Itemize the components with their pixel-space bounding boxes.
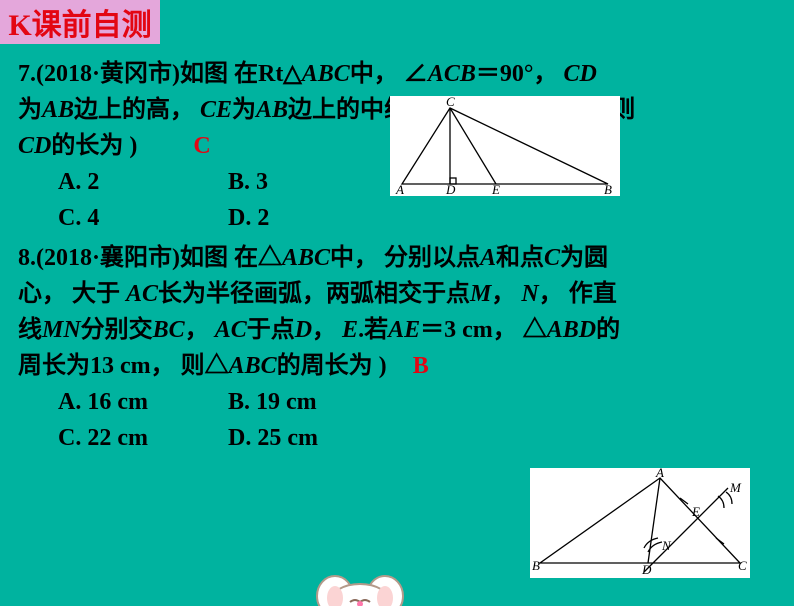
q7-t4: AB [42,97,74,123]
q8-c3: ， [312,317,342,343]
fig2-E: E [691,504,700,519]
fig2-D: D [641,562,652,577]
q8-l3a: 线 [18,317,42,343]
q8-t10: D [295,317,312,343]
q8-t12: AE [388,317,420,343]
q7-eq1: ＝90°， [476,61,564,87]
q7-t3: CD [563,61,596,87]
fig2-B: B [532,558,540,573]
q8-mid1: 中， 分别以点 [330,245,480,271]
q8-t3: C [544,245,560,271]
q8-l2a: 心， 大于 [18,281,126,307]
q8-t5: M [470,281,491,307]
q8-line2: 心， 大于 AC长为半径画弧，两弧相交于点M， N， 作直 [18,276,776,312]
q7-prefix: 7.(2018·黄冈市)如图 在Rt△ [18,61,302,87]
q7-t9: CD [18,133,51,159]
q8-line4: 周长为13 cm， 则△ABC的周长为 ) B [18,348,776,384]
q8-t7: MN [42,317,81,343]
q7-l2c: 为 [232,97,256,123]
q8-t6: N [521,281,538,307]
q7-optB: B. 3 [228,164,398,200]
q8-l2c: ， 作直 [539,281,617,307]
q8-l2b: 长为半径画弧，两弧相交于点 [158,281,470,307]
q7-figure: A C D E B [390,96,620,196]
q8-t9: AC [215,317,247,343]
q8-mid2: 和点 [496,245,544,271]
q8-t2: A [480,245,496,271]
q7-answer: C [193,133,210,159]
q8-opts-row2: C. 22 cm D. 25 cm [58,420,776,456]
q8-eq1: ＝3 cm， △ [420,317,547,343]
q8-l3b: 分别交 [81,317,153,343]
q7-t2: ACB [428,61,476,87]
fig1-C: C [446,96,455,109]
q8-line1: 8.(2018·襄阳市)如图 在△ABC中， 分别以点A和点C为圆 [18,240,776,276]
fig2-M: M [729,480,742,495]
q8-opts-row1: A. 16 cm B. 19 cm [58,384,776,420]
bunny-decoration [300,546,420,606]
q8-t14: ABC [229,353,277,379]
q7-t1: ABC [302,61,350,87]
q8-l3e: 的 [596,317,620,343]
fig2-A: A [655,468,664,480]
section-header: K课前自测 [0,0,160,44]
fig1-E: E [491,182,500,196]
q8-optC: C. 22 cm [58,420,228,456]
q8-t11: E [342,317,358,343]
fig1-B: B [604,182,612,196]
q8-t1: ABC [282,245,330,271]
q8-optB: B. 19 cm [228,384,398,420]
q8-c1: ， [491,281,521,307]
q7-l2b: 边上的高， [74,97,200,123]
q8-t8: BC [153,317,185,343]
q7-mid1: 中， ∠ [350,61,428,87]
q7-l2a: 为 [18,97,42,123]
q8-line3: 线MN分别交BC， AC于点D， E.若AE＝3 cm， △ABD的 [18,312,776,348]
q8-t4: AC [126,281,158,307]
q8-l3d: .若 [358,317,388,343]
q7-l3b: 的长为 ) [51,133,137,159]
q8-l4a: 周长为13 cm， 则△ [18,353,229,379]
q7-line1: 7.(2018·黄冈市)如图 在Rt△ABC中， ∠ACB＝90°， CD [18,56,776,92]
q7-optD: D. 2 [228,200,398,236]
q7-t6: AB [256,97,288,123]
q8-t13: ABD [547,317,596,343]
q7-optC: C. 4 [58,200,228,236]
q8-l3c: 于点 [247,317,295,343]
fig2-C: C [738,558,747,573]
q8-mid3: 为圆 [560,245,608,271]
fig1-D: D [445,182,456,196]
q8-l4b: 的周长为 ) [277,353,387,379]
fig2-N: N [661,538,672,553]
q7-optA: A. 2 [58,164,228,200]
q7-t5: CE [200,97,232,123]
q8-c2: ， [185,317,215,343]
q8-optD: D. 25 cm [228,420,398,456]
q8-answer: B [413,353,429,379]
q8-prefix: 8.(2018·襄阳市)如图 在△ [18,245,282,271]
q7-opts-row2: C. 4 D. 2 [58,200,776,236]
fig1-A: A [395,182,404,196]
q8-figure: A B C D E M N [530,468,750,578]
q8-optA: A. 16 cm [58,384,228,420]
